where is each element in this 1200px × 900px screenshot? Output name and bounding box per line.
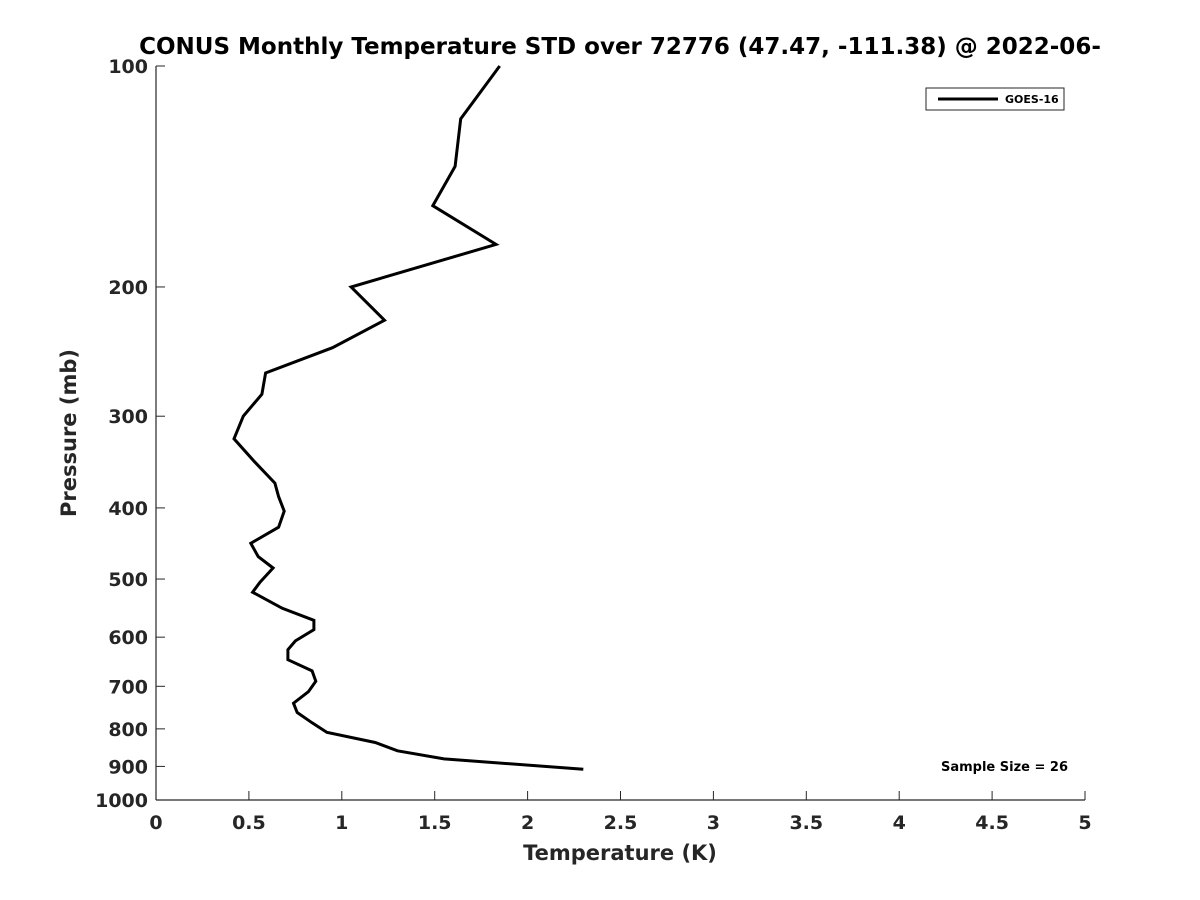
x-tick-label: 2 <box>521 812 534 834</box>
x-tick-label: 0.5 <box>232 812 266 834</box>
series-layer <box>232 65 584 771</box>
y-tick-label: 500 <box>108 569 148 591</box>
y-tick-label: 600 <box>108 627 148 649</box>
y-tick-label: 400 <box>108 498 148 520</box>
y-tick-label: 1000 <box>95 790 148 812</box>
x-tick-label: 5 <box>1078 812 1091 834</box>
x-tick-label: 3 <box>707 812 720 834</box>
chart-title: CONUS Monthly Temperature STD over 72776… <box>139 34 1101 60</box>
x-tick-label: 4 <box>893 812 906 834</box>
x-tick-label: 3.5 <box>789 812 823 834</box>
x-tick-label: 0 <box>149 812 162 834</box>
x-tick-label: 2.5 <box>604 812 638 834</box>
y-tick-label: 100 <box>108 56 148 78</box>
legend-label-goes-16: GOES-16 <box>1005 93 1059 106</box>
y-tick-label: 200 <box>108 277 148 299</box>
x-axis-label: Temperature (K) <box>523 841 717 865</box>
y-tick-label: 300 <box>108 406 148 428</box>
y-tick-label: 800 <box>108 719 148 741</box>
x-tick-label: 1 <box>335 812 348 834</box>
y-ticks: 100 200 300 400 500 600 700 800 900 1000 <box>95 56 165 812</box>
x-tick-label: 4.5 <box>975 812 1009 834</box>
series-line-goes-16 <box>232 65 584 771</box>
y-tick-label: 900 <box>108 756 148 778</box>
y-tick-label: 700 <box>108 676 148 698</box>
x-ticks: 0 0.5 1 1.5 2 2.5 3 3.5 4 4.5 5 <box>149 791 1092 834</box>
legend: GOES-16 <box>925 87 1065 111</box>
y-axis-label: Pressure (mb) <box>57 349 81 517</box>
sample-size-annotation: Sample Size = 26 <box>941 760 1068 775</box>
x-tick-label: 1.5 <box>418 812 452 834</box>
